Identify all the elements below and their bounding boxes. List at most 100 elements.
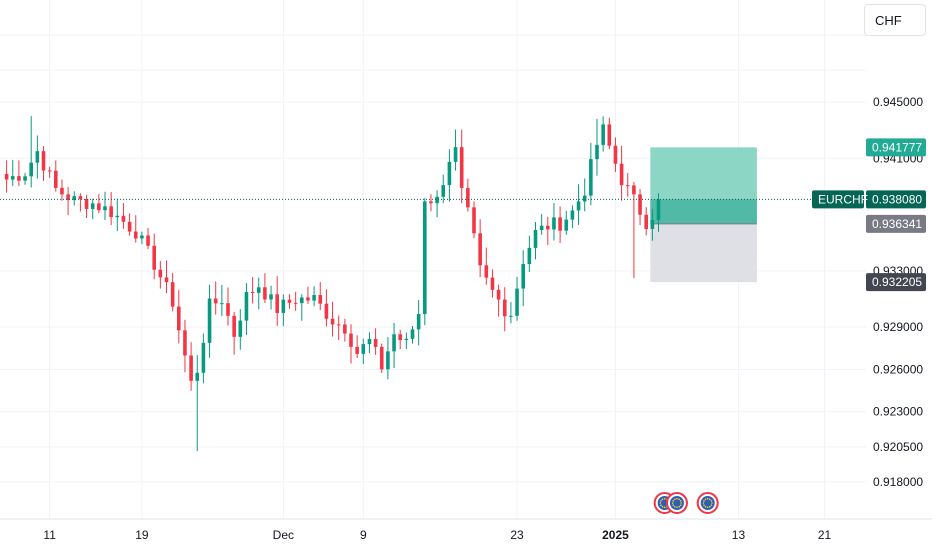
- candle: [103, 191, 107, 221]
- profit-zone[interactable]: [650, 147, 757, 224]
- candle-body: [539, 225, 544, 231]
- flag-star: [676, 497, 678, 500]
- candle: [133, 215, 138, 243]
- candle: [355, 335, 359, 359]
- economic-events[interactable]: [653, 492, 719, 514]
- eu-flag-icon[interactable]: [696, 492, 719, 514]
- candle: [90, 198, 95, 220]
- flag-star: [709, 505, 711, 508]
- flag-star: [678, 498, 680, 501]
- candle: [170, 272, 175, 312]
- candle-body: [256, 287, 261, 293]
- candle: [275, 276, 279, 326]
- candle: [435, 190, 439, 218]
- flag-star: [672, 500, 675, 502]
- candle-body: [35, 151, 40, 163]
- eu-flag-icon[interactable]: [665, 492, 688, 514]
- candle-body: [533, 230, 538, 248]
- candle: [256, 277, 261, 310]
- candle: [306, 286, 310, 304]
- candle: [324, 289, 329, 327]
- flag-star: [703, 500, 705, 502]
- candle-body: [158, 269, 163, 278]
- candle-body: [183, 330, 187, 356]
- flag-star: [678, 505, 680, 508]
- candle: [515, 276, 519, 321]
- time-axis[interactable]: 11 19 Dec 9 23 2025 13 21: [43, 528, 831, 542]
- flag-star: [704, 498, 707, 501]
- candle-body: [589, 159, 593, 196]
- candle-body: [490, 277, 495, 290]
- candle: [140, 231, 144, 245]
- candle: [23, 172, 27, 185]
- candle-body: [558, 217, 562, 231]
- candle: [121, 203, 126, 229]
- flag-star: [660, 504, 662, 506]
- loss-zone[interactable]: [650, 223, 757, 283]
- candle-body: [607, 124, 612, 146]
- time-tick-label: 13: [732, 528, 746, 542]
- candle-body: [459, 147, 464, 188]
- time-tick-label: 2025: [602, 528, 629, 542]
- candle-body: [195, 372, 200, 381]
- candle: [595, 118, 599, 176]
- candle: [404, 332, 409, 349]
- currency-selector[interactable]: CHF: [864, 4, 926, 36]
- candle: [4, 160, 9, 193]
- candle: [601, 116, 605, 152]
- flag-star: [704, 505, 707, 508]
- candle: [238, 309, 243, 350]
- candle-body: [330, 318, 335, 325]
- candle-body: [546, 225, 550, 230]
- candle-body: [423, 201, 427, 315]
- candle: [496, 284, 501, 317]
- candle-body: [447, 161, 452, 186]
- currency-label: CHF: [875, 13, 902, 28]
- candle: [318, 282, 323, 311]
- candle-body: [152, 245, 156, 270]
- candle: [582, 178, 587, 212]
- candle-body: [466, 187, 470, 208]
- candle: [632, 181, 636, 278]
- flag-star: [661, 505, 664, 508]
- candle-body: [140, 235, 144, 239]
- flag-star: [676, 506, 678, 509]
- candle-body: [103, 206, 107, 211]
- candle: [638, 189, 642, 226]
- candle: [386, 337, 390, 380]
- candle-body: [23, 176, 27, 181]
- candle-body: [564, 219, 569, 231]
- candle-body: [429, 201, 433, 204]
- candle: [373, 328, 378, 355]
- flag-star: [663, 497, 666, 500]
- candle-body: [509, 315, 513, 317]
- candle: [552, 203, 556, 241]
- candle-body: [613, 145, 618, 164]
- price-tick-label: 0.945000: [873, 95, 923, 109]
- candle-body: [72, 196, 77, 201]
- candle-body: [170, 282, 175, 307]
- candle: [47, 166, 52, 178]
- candle-body: [177, 306, 181, 331]
- long-position-tool[interactable]: [650, 147, 757, 283]
- candle: [183, 319, 187, 373]
- open-pnl-zone: [650, 199, 757, 224]
- candle: [312, 286, 316, 307]
- flag-star: [659, 502, 662, 504]
- candle-body: [275, 294, 279, 313]
- candle: [558, 206, 562, 243]
- candle: [607, 117, 612, 150]
- last-price-tag-text: 0.938080: [872, 192, 922, 206]
- candle: [330, 301, 335, 337]
- candle: [232, 311, 236, 355]
- candle-body: [90, 203, 95, 209]
- candle-body: [361, 344, 366, 354]
- candle: [29, 116, 33, 188]
- flag-star: [710, 504, 713, 506]
- candle: [201, 333, 206, 384]
- time-tick-label: Dec: [273, 528, 294, 542]
- candle-body: [392, 334, 396, 352]
- flag-star: [710, 500, 713, 502]
- flag-star: [674, 505, 676, 508]
